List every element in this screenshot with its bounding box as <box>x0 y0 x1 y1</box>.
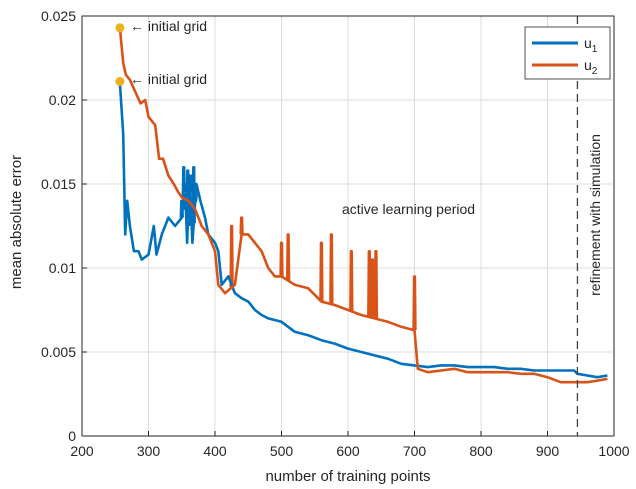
series-spike-u2 <box>279 241 284 277</box>
series-spike-u1 <box>181 166 186 198</box>
series-spike-u2 <box>229 224 234 288</box>
y-axis-label: mean absolute error <box>8 155 25 289</box>
x-tick-label: 300 <box>137 443 161 459</box>
series-spike-u2 <box>412 275 417 331</box>
x-axis-label: number of training points <box>265 468 430 485</box>
x-tick-label: 400 <box>203 443 227 459</box>
series-spike-u2 <box>373 250 379 319</box>
series-line-u2 <box>118 27 608 384</box>
x-tick-label: 1000 <box>598 443 629 459</box>
grid-lines <box>81 15 615 437</box>
y-tick-label: 0.005 <box>41 344 76 360</box>
initial-grid-marker <box>115 23 125 33</box>
legend-label-u2: u2 <box>584 57 598 77</box>
y-tick-label: 0.01 <box>49 260 76 276</box>
series-spike-u2 <box>329 233 334 305</box>
legend-label-u1: u1 <box>584 35 598 55</box>
y-tick-label: 0.015 <box>41 176 76 192</box>
x-tick-label: 500 <box>270 443 294 459</box>
x-tick-label: 900 <box>536 443 560 459</box>
series-spike-u2 <box>285 233 291 281</box>
legend-box <box>524 26 611 80</box>
series-spike-u2 <box>319 241 324 302</box>
initial-grid-marker <box>115 77 125 87</box>
initial-grid-markers <box>115 23 125 87</box>
y-tick-label: 0.025 <box>41 8 76 24</box>
x-tick-label: 200 <box>70 443 94 459</box>
y-tick-label: 0.02 <box>49 92 76 108</box>
initial-grid-annotation-u2: ← initial grid <box>130 18 207 34</box>
initial-grid-annotation-u1: ← initial grid <box>130 71 207 87</box>
series-layer <box>118 27 608 384</box>
y-tick-label: 0 <box>68 428 76 444</box>
series-line-u1 <box>118 83 608 379</box>
x-tick-label: 800 <box>469 443 493 459</box>
series-spike-u2 <box>349 250 354 312</box>
active-learning-annotation: active learning period <box>342 201 475 217</box>
x-axis-ticks: 200 300 400 500 600 700 800 900 1000 <box>70 431 630 459</box>
legend: u1 u2 <box>524 26 611 80</box>
x-tick-label: 700 <box>403 443 427 459</box>
series-spike-u2 <box>239 216 244 235</box>
series-spike-u2 <box>370 258 375 318</box>
y-axis-ticks: 0 0.005 0.01 0.015 0.02 0.025 <box>41 8 87 444</box>
series-spike-u2 <box>367 250 372 318</box>
refinement-annotation: refinement with simulation <box>587 134 603 296</box>
x-tick-label: 600 <box>336 443 360 459</box>
